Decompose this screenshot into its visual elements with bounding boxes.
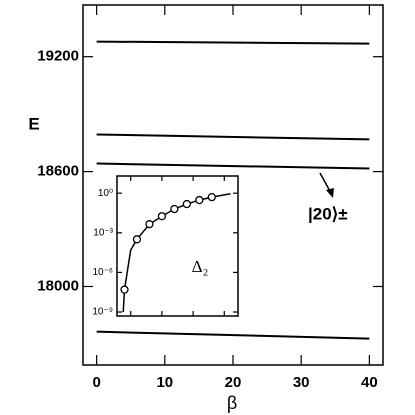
plot-frame [116, 175, 239, 317]
series-line [96, 162, 370, 170]
point [170, 204, 179, 214]
x-tick-label: 10 [156, 374, 173, 391]
y-tick-label: 10⁻⁹ [92, 307, 113, 318]
point [207, 193, 216, 202]
point [157, 212, 167, 221]
y-tick-label: 10⁻³ [93, 227, 113, 238]
inset-label: Δ₂ [192, 257, 209, 276]
y-tick-label: 18600 [37, 163, 79, 180]
x-tick-label: 40 [361, 374, 378, 391]
x-tick-label: 20 [225, 374, 242, 391]
series-line [96, 330, 370, 340]
x-tick-label: 30 [293, 374, 310, 391]
y-axis-label: E [28, 114, 39, 133]
point [120, 285, 129, 294]
arrow-head [326, 188, 334, 198]
point [182, 199, 192, 209]
y-tick-label: 19200 [37, 48, 79, 65]
x-axis-label: β [227, 393, 237, 413]
point [132, 235, 142, 244]
series-line [96, 40, 370, 45]
point [195, 195, 204, 205]
point [145, 220, 154, 229]
y-tick-label: 10⁰ [98, 188, 113, 199]
annotation: |20⟩± [308, 204, 348, 223]
y-tick-label: 18000 [37, 277, 79, 294]
x-tick-label: 0 [92, 374, 100, 391]
y-tick-label: 10⁻⁶ [92, 267, 113, 278]
series-line [96, 133, 370, 141]
